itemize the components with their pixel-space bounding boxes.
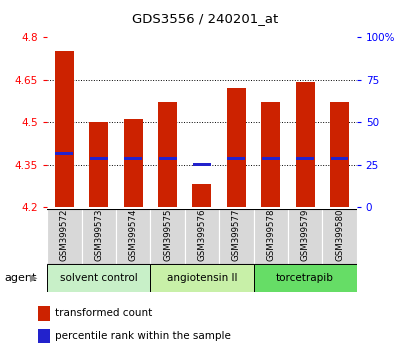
Text: GSM399577: GSM399577 [231, 209, 240, 262]
Text: GSM399575: GSM399575 [163, 209, 172, 262]
Text: GSM399578: GSM399578 [265, 209, 274, 262]
Bar [47, 209, 81, 264]
Bar [81, 209, 116, 264]
Text: GSM399576: GSM399576 [197, 209, 206, 262]
Bar [90, 158, 108, 160]
Bar [55, 152, 73, 155]
Bar [150, 264, 253, 292]
Bar [330, 158, 348, 160]
Bar [124, 158, 142, 160]
Bar [192, 184, 211, 207]
Bar [295, 82, 314, 207]
Bar [124, 119, 142, 207]
Bar [321, 209, 356, 264]
Bar [184, 209, 218, 264]
Bar [38, 306, 50, 321]
Bar [253, 264, 356, 292]
Bar [329, 102, 348, 207]
Bar [287, 209, 321, 264]
Bar [150, 209, 184, 264]
Bar [55, 51, 74, 207]
Bar [226, 88, 245, 207]
Text: solvent control: solvent control [60, 273, 137, 283]
Bar [116, 209, 150, 264]
Bar [261, 102, 279, 207]
Text: GDS3556 / 240201_at: GDS3556 / 240201_at [132, 12, 277, 25]
Bar [38, 329, 50, 343]
Bar [227, 158, 245, 160]
Bar [193, 163, 210, 166]
Text: GSM399574: GSM399574 [128, 209, 137, 262]
Text: GSM399573: GSM399573 [94, 209, 103, 262]
Text: GSM399572: GSM399572 [60, 209, 69, 262]
Text: angiotensin II: angiotensin II [166, 273, 236, 283]
Text: ▶: ▶ [29, 273, 37, 283]
Bar [253, 209, 287, 264]
Bar [261, 158, 279, 160]
Bar [218, 209, 253, 264]
Bar [158, 102, 177, 207]
Bar [158, 158, 176, 160]
Bar [295, 158, 313, 160]
Bar [89, 122, 108, 207]
Text: GSM399579: GSM399579 [300, 209, 309, 261]
Text: percentile rank within the sample: percentile rank within the sample [55, 331, 230, 341]
Text: transformed count: transformed count [55, 308, 152, 318]
Text: agent: agent [4, 273, 36, 283]
Text: GSM399580: GSM399580 [334, 209, 343, 262]
Text: torcetrapib: torcetrapib [276, 273, 333, 283]
Bar [47, 264, 150, 292]
